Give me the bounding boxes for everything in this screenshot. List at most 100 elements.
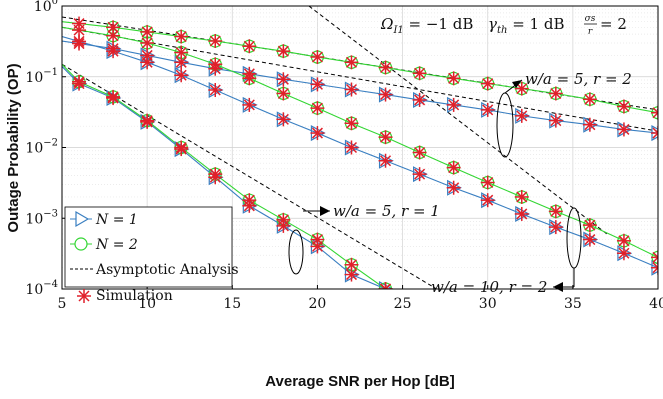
asterisk-stroke [652,256,658,263]
asterisk-stroke [243,99,255,111]
simulation-point [651,260,658,275]
asterisk-stroke [209,35,221,47]
asterisk-stroke [73,76,85,88]
asterisk-stroke [584,93,596,105]
simulation-point [514,81,529,96]
asterisk-stroke [277,113,289,125]
simulation-point [276,112,291,127]
asterisk-stroke [652,251,658,259]
svg-text:N = 1: N = 1 [95,212,138,228]
x-tick-label: 10 [138,296,156,312]
simulation-point [174,140,189,155]
simulation-point [208,34,223,49]
y-tick-label: 10−4 [25,279,58,298]
simulation-point [480,175,495,190]
simulation-point [480,193,495,208]
asterisk-stroke [380,61,392,74]
x-tick-label: 40 [649,296,663,312]
simulation-point [412,92,427,107]
asterisk-stroke [380,283,387,289]
simulation-point [344,140,359,155]
y-axis-label: Outage Probability (OP) [5,63,22,232]
asterisk-stroke [141,56,153,68]
x-tick-label: 20 [309,296,327,312]
simulation-point [208,57,223,72]
asterisk-stroke [516,83,528,95]
asterisk-stroke [516,191,528,203]
simulation-point [72,74,87,89]
asterisk-stroke [277,73,289,85]
asterisk-stroke [482,78,494,90]
asterisk-stroke [107,30,119,42]
asterisk-stroke [584,119,596,131]
svg-text:w/a = 5, r = 1: w/a = 5, r = 1 [333,202,440,220]
simulation-point [446,180,461,195]
simulation-point [310,232,325,247]
simulation-point [72,23,87,38]
asterisk-stroke [652,107,658,114]
simulation-point [582,117,597,132]
simulation-point [378,282,393,289]
asterisk-stroke [448,162,460,174]
simulation-point [344,82,359,97]
annotation-wa10-r2: w/a = 10, r = 2 [431,207,582,296]
asterisk-stroke [584,219,596,231]
asterisk-stroke [482,104,494,116]
asymptote-line [62,63,437,289]
asterisk-stroke [311,234,323,246]
asterisk-stroke [209,58,221,70]
asterisk-stroke [414,94,426,106]
legend: N = 1 N = 2 Asymptotic Analysis [64,206,239,303]
simulation-point [106,89,121,104]
simulation-point [582,92,597,107]
asterisk-stroke [345,117,358,129]
asterisk-stroke [618,100,630,113]
asterisk-stroke [311,102,323,114]
simulation-point [208,82,223,97]
simulation-point [616,246,631,261]
asterisk-stroke [618,235,630,247]
asterisk-stroke [141,37,153,49]
svg-text:w/a = 10, r = 2: w/a = 10, r = 2 [431,278,547,296]
y-ticks: 100 10−1 10−2 10−3 10−4 [25,0,66,298]
asterisk-stroke [550,115,562,127]
y-tick-label: 10−1 [25,67,58,86]
simulation-point [242,71,257,86]
asterisk-stroke [380,131,392,143]
asterisk-stroke [550,221,562,233]
asterisk-stroke [448,99,460,111]
asterisk-stroke [107,21,119,33]
asterisk-stroke [311,51,323,63]
simulation-point [140,35,155,50]
asterisk-stroke [380,155,392,167]
asterisk-stroke [516,110,528,122]
svg-text:w/a = 5, r = 2: w/a = 5, r = 2 [525,70,632,88]
simulation-point [208,167,223,182]
simulation-point [344,267,359,282]
legend-item-n2: N = 2 [70,237,138,253]
y-tick-label: 100 [34,0,58,15]
asterisk-stroke [618,123,630,135]
asterisk-stroke [277,45,289,57]
simulation-point [582,218,597,233]
x-tick-label: 25 [394,296,412,312]
simulation-point [412,66,427,81]
simulation-point [651,105,658,120]
asymptote-line [62,26,658,132]
simulation-point [276,212,291,227]
simulation-point [344,116,359,131]
asterisk-stroke [652,131,658,139]
legend-item-simulation [77,289,91,303]
simulation-point [140,113,155,128]
asterisk-stroke [345,56,358,68]
simulation-point [548,113,563,128]
simulation-point [310,50,325,65]
asterisk-stroke [482,176,494,189]
asterisk-stroke [550,205,562,217]
asterisk-stroke [141,115,153,127]
simulation-point [174,29,189,44]
asterisk-stroke [175,69,187,81]
x-ticks: 5 10 15 20 25 30 35 40 [58,285,663,312]
asterisk-stroke [414,168,426,180]
asterisk-stroke [380,89,392,101]
